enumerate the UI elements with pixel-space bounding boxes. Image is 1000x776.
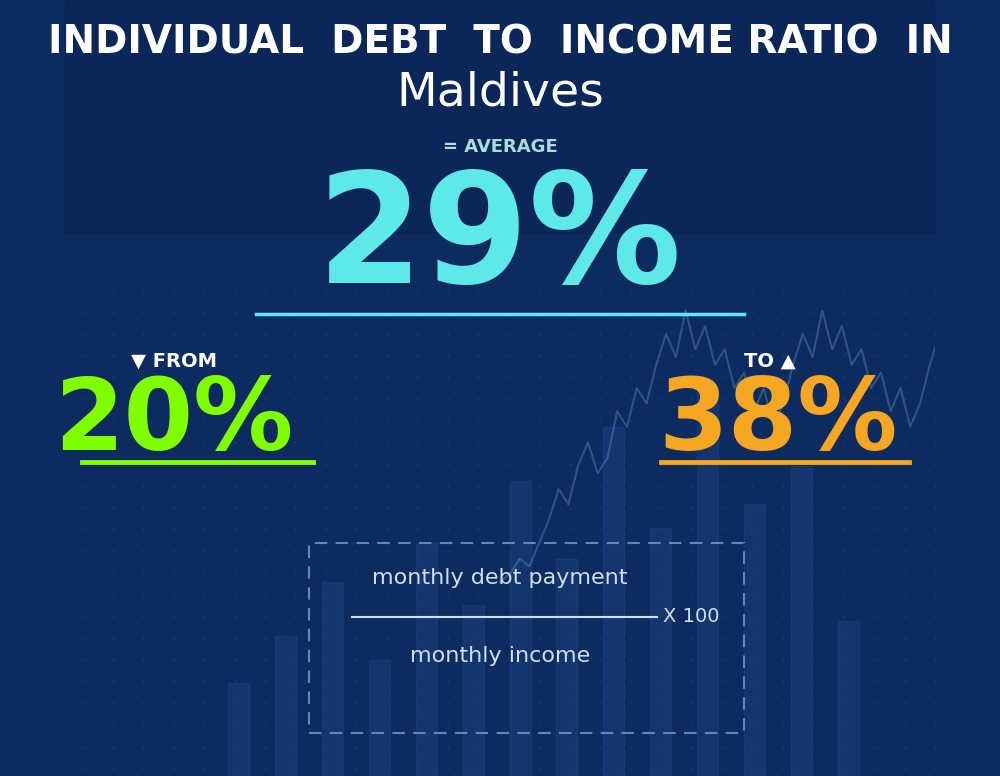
- Bar: [744, 504, 765, 776]
- Bar: [838, 621, 859, 776]
- Bar: [556, 559, 577, 776]
- Text: = AVERAGE: = AVERAGE: [443, 138, 557, 157]
- Text: 20%: 20%: [54, 374, 293, 471]
- Bar: [463, 605, 484, 776]
- Bar: [603, 427, 624, 776]
- Bar: [322, 582, 343, 776]
- Text: monthly debt payment: monthly debt payment: [372, 568, 628, 588]
- Bar: [697, 388, 718, 776]
- Bar: [650, 528, 671, 776]
- Bar: [275, 636, 296, 776]
- Bar: [309, 543, 744, 733]
- Text: ▼ FROM: ▼ FROM: [131, 352, 217, 370]
- Text: INDIVIDUAL  DEBT  TO  INCOME RATIO  IN: INDIVIDUAL DEBT TO INCOME RATIO IN: [48, 24, 952, 61]
- Bar: [510, 481, 531, 776]
- Bar: [416, 543, 437, 776]
- Text: 29%: 29%: [317, 166, 683, 315]
- Bar: [228, 683, 249, 776]
- Text: 38%: 38%: [659, 374, 898, 471]
- Bar: [369, 660, 390, 776]
- Bar: [791, 466, 812, 776]
- Bar: [65, 0, 935, 233]
- Text: X 100: X 100: [663, 608, 720, 626]
- Text: Maldives: Maldives: [396, 71, 604, 116]
- Text: monthly income: monthly income: [410, 646, 590, 666]
- Text: TO ▲: TO ▲: [744, 352, 796, 370]
